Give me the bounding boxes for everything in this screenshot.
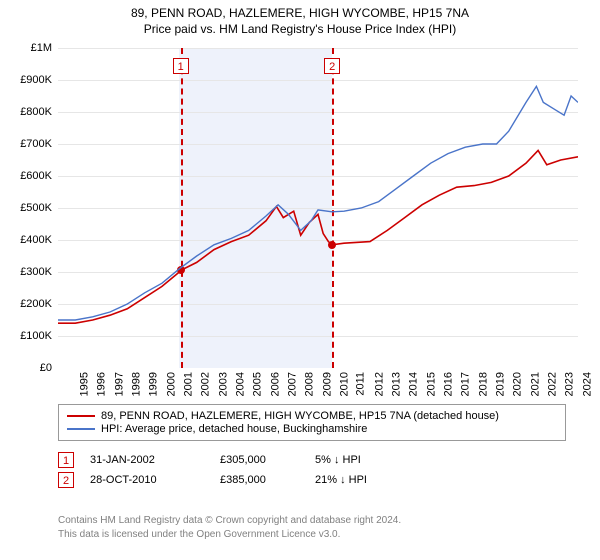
x-tick-label: 2001 (182, 372, 194, 396)
x-tick-label: 1996 (96, 372, 108, 396)
series-lines (58, 48, 578, 368)
sale-row-badge: 2 (58, 472, 74, 488)
y-tick-label: £200K (0, 298, 52, 310)
x-tick-label: 2002 (200, 372, 212, 396)
x-tick-label: 2020 (512, 372, 524, 396)
footer-line: This data is licensed under the Open Gov… (58, 528, 401, 542)
x-tick-label: 1998 (130, 372, 142, 396)
x-tick-label: 2017 (460, 372, 472, 396)
x-tick-label: 2022 (546, 372, 558, 396)
x-tick-label: 2010 (338, 372, 350, 396)
sale-price: £385,000 (220, 474, 315, 486)
sale-diff: 21% ↓ HPI (315, 474, 445, 486)
series-hpi (58, 86, 578, 320)
legend-label: 89, PENN ROAD, HAZLEMERE, HIGH WYCOMBE, … (101, 410, 499, 422)
sales-table: 1 31-JAN-2002£305,0005% ↓ HPI 2 28-OCT-2010… (58, 448, 445, 492)
sale-row: 2 28-OCT-2010£385,00021% ↓ HPI (58, 472, 445, 488)
y-tick-label: £900K (0, 74, 52, 86)
x-tick-label: 2006 (269, 372, 281, 396)
x-tick-label: 2015 (425, 372, 437, 396)
x-tick-label: 2016 (442, 372, 454, 396)
sale-date: 31-JAN-2002 (90, 454, 220, 466)
sale-row-badge: 1 (58, 452, 74, 468)
plot-area (58, 48, 578, 368)
subtitle: Price paid vs. HM Land Registry's House … (0, 22, 600, 36)
y-tick-label: £300K (0, 266, 52, 278)
y-tick-label: £1M (0, 42, 52, 54)
sale-price: £305,000 (220, 454, 315, 466)
y-tick-label: £400K (0, 234, 52, 246)
y-tick-label: £0 (0, 362, 52, 374)
x-tick-label: 1997 (113, 372, 125, 396)
x-tick-label: 2011 (355, 372, 367, 396)
x-tick-label: 2014 (408, 372, 420, 396)
series-price_paid (58, 150, 578, 323)
chart-container: 89, PENN ROAD, HAZLEMERE, HIGH WYCOMBE, … (0, 0, 600, 560)
x-tick-label: 2003 (217, 372, 229, 396)
y-tick-label: £800K (0, 106, 52, 118)
x-tick-label: 2012 (373, 372, 385, 396)
x-tick-label: 2005 (252, 372, 264, 396)
sale-marker-badge: 2 (324, 58, 340, 74)
legend-label: HPI: Average price, detached house, Buck… (101, 423, 367, 435)
x-tick-label: 2008 (304, 372, 316, 396)
y-tick-label: £700K (0, 138, 52, 150)
legend-swatch (67, 415, 95, 417)
title: 89, PENN ROAD, HAZLEMERE, HIGH WYCOMBE, … (0, 6, 600, 20)
x-tick-label: 2007 (286, 372, 298, 396)
x-tick-label: 2018 (477, 372, 489, 396)
legend-row: HPI: Average price, detached house, Buck… (67, 423, 557, 435)
x-tick-label: 2019 (494, 372, 506, 396)
x-tick-label: 1999 (148, 372, 160, 396)
x-tick-label: 2009 (321, 372, 333, 396)
titles: 89, PENN ROAD, HAZLEMERE, HIGH WYCOMBE, … (0, 0, 600, 36)
sale-row: 1 31-JAN-2002£305,0005% ↓ HPI (58, 452, 445, 468)
footer-line: Contains HM Land Registry data © Crown c… (58, 514, 401, 528)
sale-marker-badge: 1 (173, 58, 189, 74)
x-tick-label: 2023 (564, 372, 576, 396)
x-tick-label: 2004 (234, 372, 246, 396)
footer: Contains HM Land Registry data © Crown c… (58, 514, 401, 541)
x-tick-label: 2021 (529, 372, 541, 396)
x-tick-label: 2000 (165, 372, 177, 396)
legend-row: 89, PENN ROAD, HAZLEMERE, HIGH WYCOMBE, … (67, 410, 557, 422)
x-tick-label: 1995 (78, 372, 90, 396)
legend-swatch (67, 428, 95, 430)
x-tick-label: 2013 (390, 372, 402, 396)
x-tick-label: 2024 (581, 372, 593, 396)
y-tick-label: £100K (0, 330, 52, 342)
sale-diff: 5% ↓ HPI (315, 454, 445, 466)
legend: 89, PENN ROAD, HAZLEMERE, HIGH WYCOMBE, … (58, 404, 566, 441)
sale-date: 28-OCT-2010 (90, 474, 220, 486)
y-tick-label: £600K (0, 170, 52, 182)
y-tick-label: £500K (0, 202, 52, 214)
